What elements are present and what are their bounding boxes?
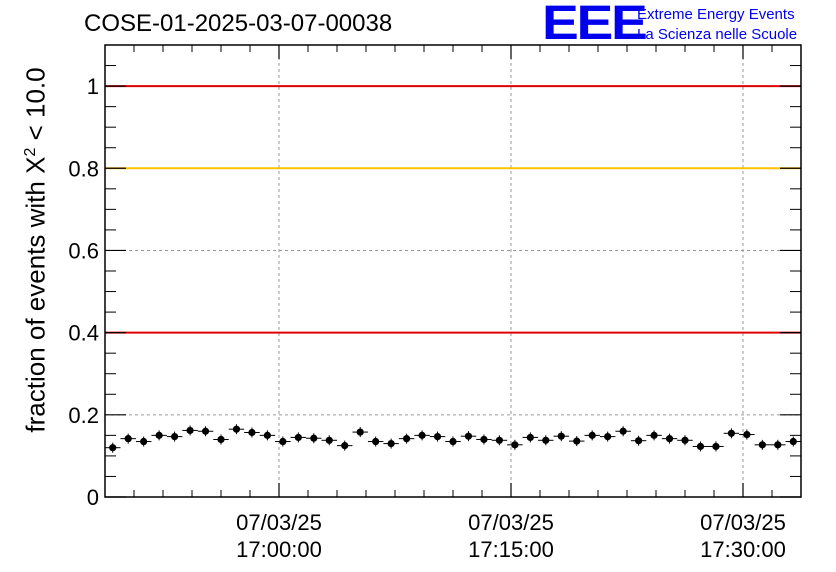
data-point [553, 431, 569, 442]
data-point [569, 436, 585, 447]
y-tick-label-3: 0.6 [68, 238, 99, 263]
logo-line-1: Extreme Energy Events [637, 6, 795, 23]
data-point [584, 430, 600, 441]
data-point [615, 426, 631, 437]
y-axis-label-after: < 10.0 [20, 67, 51, 148]
data-point [507, 439, 523, 450]
data-point [306, 433, 322, 444]
data-point [429, 431, 446, 442]
x-tick-label-date-2: 07/03/25 [700, 510, 786, 535]
y-axis-label-before: fraction of events with X [20, 156, 51, 433]
data-point [692, 441, 709, 452]
data-point [135, 436, 152, 447]
data-point [244, 427, 260, 438]
y-tick-label-1: 0.2 [68, 403, 99, 428]
data-point [661, 433, 678, 444]
data-point [275, 436, 291, 447]
logo-line-2: La Scienza nelle Scuole [637, 26, 798, 43]
data-point [290, 432, 307, 443]
data-point [337, 440, 353, 451]
data-point [151, 430, 167, 441]
data-point [197, 426, 214, 437]
data-point [398, 433, 415, 444]
data-point [321, 435, 337, 446]
data-point [166, 431, 183, 442]
data-point [754, 439, 771, 450]
data-point [120, 433, 136, 444]
data-point [599, 431, 616, 442]
y-tick-label-0: 0 [87, 485, 99, 510]
data-point [739, 429, 755, 440]
data-point [367, 436, 384, 447]
data-point [723, 428, 740, 439]
data-point [770, 439, 786, 450]
chart-title: COSE-01-2025-03-07-00038 [84, 10, 393, 37]
data-point [491, 435, 508, 446]
data-point [522, 432, 539, 443]
data-point [259, 430, 276, 441]
data-point [460, 431, 477, 442]
data-point [785, 436, 801, 447]
data-point [105, 442, 121, 453]
x-tick-label-time-0: 17:00:00 [236, 537, 322, 562]
x-tick-label-time-2: 17:30:00 [700, 537, 786, 562]
y-tick-label-5: 1 [87, 74, 99, 99]
x-tick-label-date-1: 07/03/25 [468, 510, 554, 535]
data-point [708, 441, 724, 452]
x-tick-label-time-1: 17:15:00 [468, 537, 554, 562]
data-point [677, 435, 693, 446]
data-point [445, 436, 461, 447]
data-point [352, 427, 368, 438]
data-point [538, 435, 554, 446]
data-point [213, 434, 229, 445]
data-point [182, 425, 198, 436]
y-axis-label: fraction of events with X2 < 10.0 [21, 67, 52, 432]
y-axis-label-sup: 2 [21, 147, 39, 157]
y-tick-label-4: 0.8 [68, 156, 99, 181]
x-tick-label-date-0: 07/03/25 [236, 510, 322, 535]
data-point [646, 430, 662, 441]
data-point [476, 434, 492, 445]
eee-logo: EEE [542, 0, 648, 50]
data-point [414, 430, 430, 441]
data-point [383, 438, 399, 449]
y-tick-label-2: 0.4 [68, 321, 99, 346]
data-point [630, 435, 647, 446]
plot-frame [104, 44, 802, 498]
data-point [228, 424, 245, 435]
